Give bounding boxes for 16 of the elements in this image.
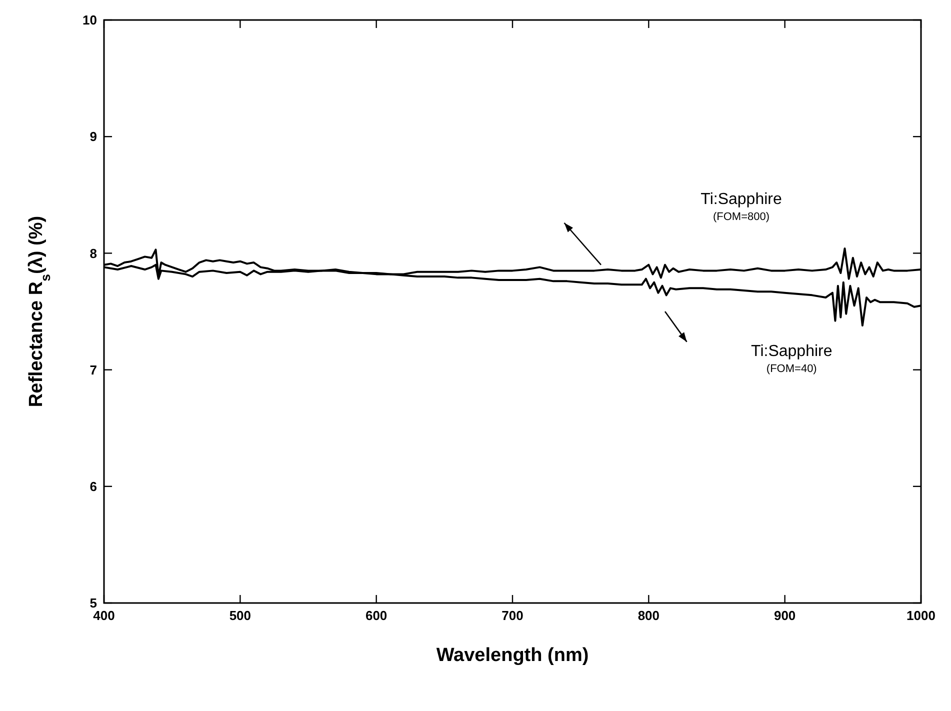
x-tick-label: 1000 xyxy=(906,608,936,623)
y-tick-label: 8 xyxy=(90,246,97,261)
text: Ti:Sapphire (FOM=800) xyxy=(700,191,782,224)
x-tick-label: 500 xyxy=(229,608,252,623)
x-tick-label: 400 xyxy=(93,608,115,623)
x-tick-label: 800 xyxy=(638,608,660,623)
y-tick-label: 10 xyxy=(82,12,97,28)
y-tick-label: 7 xyxy=(90,362,97,378)
y-tick-label: 6 xyxy=(90,478,97,494)
x-tick-label: 600 xyxy=(365,608,388,623)
series-label: Ti:Sapphire (FOM=40) xyxy=(751,342,832,375)
x-tick-label: 900 xyxy=(774,608,796,623)
x-tick-label: 700 xyxy=(502,608,524,623)
y-tick-label: 9 xyxy=(90,129,97,144)
x-axis-title: Wavelength (nm) xyxy=(436,645,589,666)
y-tick-label: 5 xyxy=(90,596,97,611)
